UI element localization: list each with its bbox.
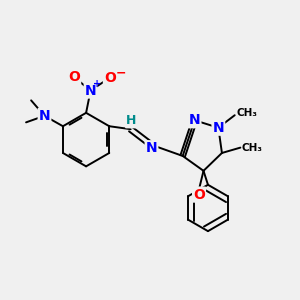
Text: H: H xyxy=(126,114,136,128)
Text: N: N xyxy=(39,109,50,123)
Text: O: O xyxy=(68,70,80,84)
Text: CH₃: CH₃ xyxy=(236,108,257,118)
Text: +: + xyxy=(93,79,101,89)
Text: N: N xyxy=(146,141,157,155)
Text: N: N xyxy=(212,121,224,135)
Text: CH₃: CH₃ xyxy=(242,142,263,153)
Text: N: N xyxy=(85,84,96,98)
Text: O: O xyxy=(193,188,205,202)
Text: −: − xyxy=(116,67,126,80)
Text: O: O xyxy=(104,71,116,85)
Text: N: N xyxy=(189,113,200,127)
